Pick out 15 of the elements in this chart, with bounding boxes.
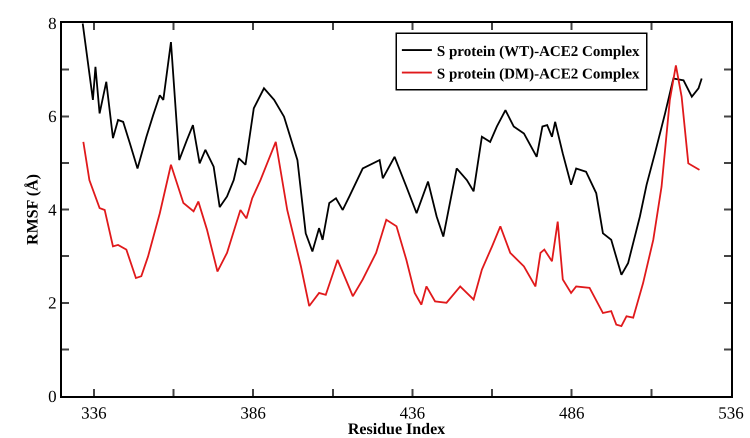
x-tick-label: 436: [400, 403, 426, 422]
legend-label: S protein (DM)-ACE2 Complex: [436, 66, 640, 82]
x-tick-label: 386: [240, 403, 266, 422]
x-tick-label: 486: [558, 403, 584, 422]
y-tick-label: 8: [48, 14, 57, 33]
x-tick-label: 536: [718, 403, 744, 422]
y-tick-label: 2: [48, 294, 57, 313]
y-axis-title: RMSF (Å): [24, 174, 42, 245]
y-tick-label: 6: [48, 107, 57, 126]
x-tick-label: 336: [81, 403, 107, 422]
legend-label: S protein (WT)-ACE2 Complex: [436, 44, 640, 60]
x-axis-title: Residue Index: [348, 421, 446, 438]
y-tick-label: 0: [48, 386, 57, 406]
line-series: [82, 64, 700, 327]
y-tick-label: 4: [48, 200, 58, 220]
